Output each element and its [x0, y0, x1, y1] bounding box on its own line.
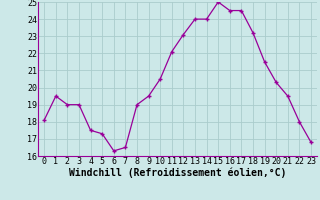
X-axis label: Windchill (Refroidissement éolien,°C): Windchill (Refroidissement éolien,°C)	[69, 168, 286, 178]
